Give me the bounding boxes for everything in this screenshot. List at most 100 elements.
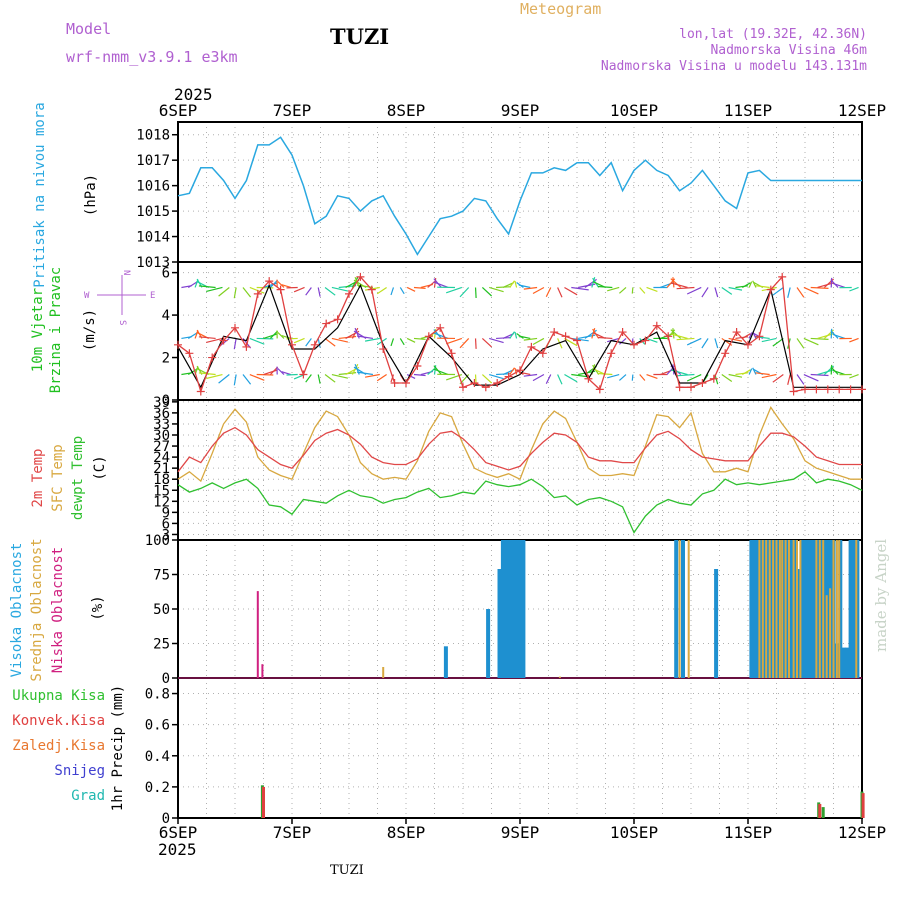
- wind-arrow: [532, 373, 545, 382]
- watermark: made by Angel: [872, 539, 890, 652]
- wind-arrow: [206, 373, 223, 380]
- wind-arrow: [849, 373, 859, 379]
- wind-arrow: [446, 337, 463, 345]
- wind-arrow: [670, 278, 682, 288]
- x-label-top: 9SEP: [501, 101, 540, 120]
- wind-arrow: [810, 286, 829, 289]
- wind-speed-point: [561, 332, 570, 341]
- wind-arrow: [772, 337, 784, 347]
- wind-speed-point: [174, 340, 182, 349]
- pressure-panel: Pritisak na nivou mora (hPa) 10131014101…: [32, 102, 862, 288]
- wind-arrow: [803, 373, 819, 382]
- x-label-bottom: 6SEP: [159, 823, 198, 842]
- wind-arrow: [509, 280, 515, 288]
- cloud-series: [178, 540, 862, 679]
- wind-arrow: [249, 337, 265, 345]
- wind-arrow: [281, 371, 292, 376]
- wind-arrow: [281, 335, 292, 340]
- wind-arrow: [514, 367, 518, 375]
- x-label-bottom: 7SEP: [273, 823, 312, 842]
- wind-arrow: [518, 371, 531, 376]
- cloud-bar: [514, 540, 519, 678]
- wind-arrow: [701, 338, 709, 349]
- tick-label: 9: [162, 505, 170, 521]
- pressure-unit: (hPa): [83, 174, 99, 216]
- wind-arrow: [619, 337, 627, 345]
- wind-speed-point: [835, 385, 844, 394]
- wind-arrow: [607, 337, 620, 343]
- wind-arrow: [686, 337, 702, 346]
- wind-arrow: [803, 337, 819, 346]
- x-label-bottom: 11SEP: [724, 823, 772, 842]
- cloud-bar: [852, 540, 856, 678]
- wind-arrow: [701, 287, 709, 298]
- wind-arrow: [646, 373, 658, 379]
- wind-arrow: [474, 287, 477, 299]
- tick-label: 1013: [136, 255, 170, 271]
- cloud-bar: [756, 540, 761, 678]
- wind-arrow: [646, 286, 658, 292]
- wind-speed-point: [595, 385, 604, 394]
- wind-arrow: [433, 332, 449, 339]
- wind-arrow: [413, 337, 426, 340]
- wind-arrow: [406, 286, 416, 292]
- wind-arrow: [748, 332, 753, 339]
- wind-arrow: [218, 287, 230, 297]
- cloud-bar: [825, 595, 828, 678]
- wind-arrow: [206, 337, 223, 343]
- wind-arrow: [413, 373, 426, 377]
- tick-label: 1016: [136, 179, 170, 195]
- wind-arrow: [249, 286, 265, 294]
- wind-arrow: [686, 373, 702, 382]
- wind-arrow: [810, 373, 829, 377]
- wind-arrow: [619, 287, 627, 294]
- wind-arrow: [317, 338, 321, 348]
- tick-label: 3: [162, 527, 170, 543]
- wind-arrow: [518, 284, 531, 289]
- wind-arrow: [324, 286, 336, 296]
- cloud-bar: [521, 540, 526, 678]
- wind-arrow: [187, 332, 198, 339]
- wind-arrow: [728, 373, 743, 378]
- wind-speed-point: [789, 387, 798, 396]
- wind-speed-point: [618, 328, 627, 337]
- wind-speed-point: [584, 374, 593, 383]
- wind-speed-point: [550, 328, 559, 337]
- wind-arrow: [514, 331, 518, 339]
- wind-arrow: [351, 276, 359, 288]
- wind-arrow: [390, 287, 395, 296]
- cloud-bar: [775, 540, 778, 678]
- wind-speed-point: [687, 383, 695, 392]
- cloud-bar: [784, 540, 787, 678]
- wind-arrow: [523, 373, 538, 377]
- wind-speed-point: [424, 332, 433, 341]
- tick-label: 0: [162, 811, 170, 827]
- cloud-bar: [818, 540, 821, 678]
- cloud-bar: [799, 540, 802, 678]
- wind-label-1: 10m Vjetar: [30, 288, 46, 372]
- cloud-bar: [558, 676, 561, 678]
- wind-arrow: [233, 338, 237, 350]
- precip-bar: [821, 807, 825, 818]
- cloud-bar: [792, 540, 795, 678]
- wind-speed-point: [299, 370, 308, 379]
- cloud-bar: [674, 540, 679, 678]
- x-axis-bottom: 6SEP 7SEP 8SEP 9SEP 10SEP 11SEP 12SEP: [159, 818, 886, 842]
- wind-speed-point: [516, 366, 524, 375]
- wind-arrow: [748, 368, 753, 375]
- cloud-bar: [790, 540, 795, 678]
- precip-label-total: Ukupna Kisa: [12, 688, 105, 704]
- x-label-top: 12SEP: [838, 101, 886, 120]
- tick-label: 25: [153, 637, 170, 653]
- cloud-bar: [714, 569, 719, 678]
- wind-speed-point: [812, 385, 821, 394]
- wind-speed-point: [481, 383, 490, 392]
- wind-speed-point: [493, 379, 502, 388]
- wind-speed-point: [527, 342, 536, 351]
- tick-label: 1018: [136, 128, 170, 144]
- wind-speed-point: [630, 340, 638, 349]
- wind-arrow: [474, 338, 477, 349]
- compass-n: N: [121, 270, 131, 275]
- wind-arrow: [364, 337, 380, 342]
- wind-speed-point: [219, 336, 228, 345]
